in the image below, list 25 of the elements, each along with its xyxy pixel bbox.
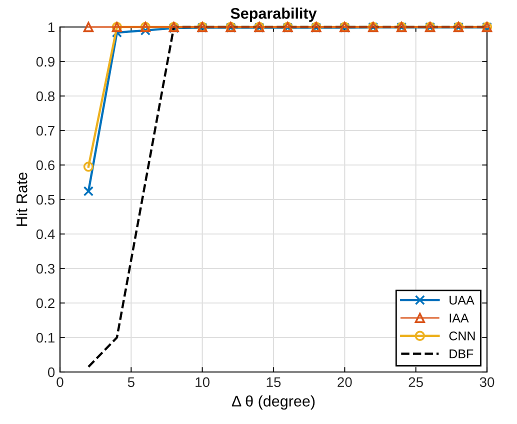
y-tick-label: 0.9: [36, 56, 54, 67]
y-tick-label: 0.6: [36, 160, 55, 170]
x-tick-label: 25: [408, 377, 423, 388]
y-tick-label: 0.4: [36, 229, 55, 240]
x-tick-label: 15: [266, 377, 281, 388]
legend-label: IAA: [450, 314, 469, 322]
chart-title: Separability: [230, 8, 317, 22]
x-tick-label: 30: [480, 377, 494, 388]
x-tick-label: 20: [338, 377, 352, 388]
y-tick-label: 0: [48, 367, 55, 378]
y-tick-label: 0.7: [36, 126, 54, 136]
y-tick-label: 0.2: [36, 298, 54, 308]
legend-label: DBF: [450, 350, 474, 358]
legend-label: CNN: [449, 332, 475, 340]
y-tick-label: 0.8: [36, 91, 55, 102]
legend-label: UAA: [450, 296, 474, 305]
x-tick-label: 0: [56, 377, 64, 388]
y-axis-title: Hit Rate: [16, 172, 28, 226]
y-tick-label: 1: [48, 22, 54, 32]
y-tick-label: 0.1: [36, 332, 54, 343]
x-tick-label: 5: [128, 377, 134, 388]
x-tick-label: 10: [196, 377, 210, 388]
x-axis-title: Δ θ (degree): [232, 395, 315, 410]
y-tick-label: 0.3: [36, 264, 55, 274]
y-tick-label: 0.5: [36, 194, 55, 205]
